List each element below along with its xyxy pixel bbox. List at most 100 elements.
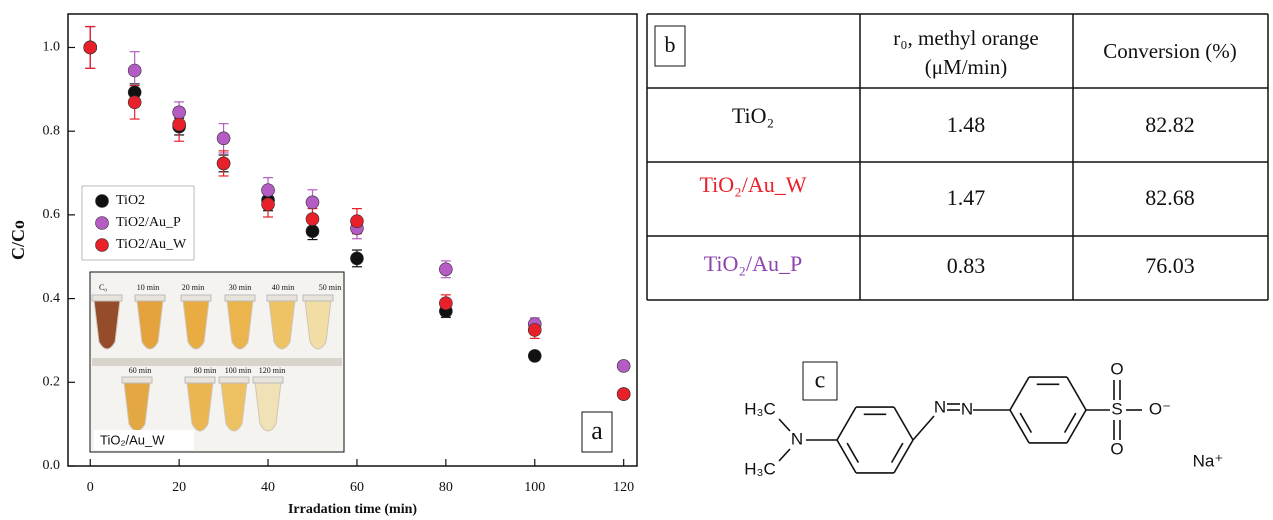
atom: Na⁺ [1193, 451, 1224, 470]
atom: H₃C [744, 459, 775, 478]
y-tick-label: 0.2 [43, 375, 61, 390]
photo-label: C₀ [99, 283, 107, 292]
point [528, 323, 541, 336]
row-name: TiO₂/Au_P [704, 251, 803, 276]
point [617, 388, 630, 401]
body: {"chart_data": [ {"type": "scatter", "xl… [0, 0, 1273, 520]
point [217, 132, 230, 145]
y-axis-label: C/Co [8, 220, 28, 260]
point [217, 157, 230, 170]
photo-label: 100 min [225, 366, 251, 375]
point [439, 297, 452, 310]
atom: N [934, 397, 946, 416]
x-tick-label: 100 [524, 480, 545, 495]
point [173, 106, 186, 119]
tube-cap [253, 377, 283, 383]
bond [1067, 410, 1086, 443]
point [84, 41, 97, 54]
x-tick-label: 40 [261, 480, 275, 495]
legend-label: TiO2/Au_W [116, 237, 187, 252]
bond [837, 440, 856, 473]
photo-label: 30 min [229, 283, 251, 292]
rate-cell: 1.47 [947, 185, 986, 210]
panel-label: a [591, 416, 603, 445]
photo-label: 10 min [137, 283, 159, 292]
legend-marker [96, 239, 109, 252]
table-header: r₀, methyl orange [893, 26, 1039, 50]
rate-cell: 1.48 [947, 112, 986, 137]
x-tick-label: 80 [439, 480, 453, 495]
point [128, 96, 141, 109]
point [306, 225, 319, 238]
point [306, 213, 319, 226]
y-tick-label: 0.4 [43, 291, 61, 306]
photo-caption: TiO₂/Au_W [100, 432, 165, 447]
atom: N [791, 429, 803, 448]
point [439, 263, 452, 276]
point [262, 184, 275, 197]
photo-strip [92, 358, 342, 366]
conversion-cell: 82.68 [1145, 185, 1195, 210]
tube-cap [219, 377, 249, 383]
legend-label: TiO2/Au_P [116, 215, 181, 230]
conversion-cell: 76.03 [1145, 253, 1195, 278]
legend-label: TiO2 [116, 193, 145, 208]
bond [779, 419, 790, 431]
atom: O [1110, 439, 1123, 458]
table-label: b [665, 32, 676, 57]
photo-label: 60 min [129, 366, 151, 375]
page: body { margin: 0; background: #fff; } sv… [0, 0, 1273, 520]
x-tick-label: 60 [350, 480, 364, 495]
point [173, 118, 186, 131]
tube-cap [135, 295, 165, 301]
atom: O⁻ [1149, 399, 1171, 418]
tube-cap [225, 295, 255, 301]
table-header: (μM/min) [925, 55, 1007, 79]
point [128, 64, 141, 77]
point [306, 196, 319, 209]
bond [1010, 377, 1029, 410]
row-name: TiO₂/Au_W [699, 172, 806, 197]
tube-cap [185, 377, 215, 383]
point [350, 215, 363, 228]
atom: H₃C [744, 399, 775, 418]
bond [1067, 377, 1086, 410]
atom: S [1111, 399, 1122, 418]
atom: N [961, 399, 973, 418]
x-tick-label: 20 [172, 480, 186, 495]
photo-label: 80 min [194, 366, 216, 375]
tube-cap [267, 295, 297, 301]
legend-marker [96, 195, 109, 208]
photo-label: 120 min [259, 366, 285, 375]
legend-marker [96, 217, 109, 230]
rate-cell: 0.83 [947, 253, 986, 278]
tube-cap [181, 295, 211, 301]
y-tick-label: 0.8 [43, 123, 61, 138]
photo-label: 20 min [182, 283, 204, 292]
tube-cap [122, 377, 152, 383]
bond [1010, 410, 1029, 443]
photo-label: 40 min [272, 283, 294, 292]
point [528, 349, 541, 362]
y-tick-label: 1.0 [43, 40, 61, 55]
figure: 0.00.20.40.60.81.0020406080100120Irradat… [0, 0, 1273, 520]
point [262, 198, 275, 211]
photo-label: 50 min [319, 283, 341, 292]
row-name: TiO₂ [732, 103, 774, 128]
tube-cap [92, 295, 122, 301]
conversion-cell: 82.82 [1145, 112, 1195, 137]
table-header: Conversion (%) [1103, 39, 1237, 63]
bond [779, 449, 790, 461]
tube-cap [303, 295, 333, 301]
bond [894, 407, 913, 440]
bond [837, 407, 856, 440]
atom: O [1110, 359, 1123, 378]
bond [913, 416, 934, 440]
x-tick-label: 0 [87, 480, 94, 495]
x-axis-label: Irradation time (min) [288, 502, 417, 517]
structure-label: c [815, 368, 826, 394]
y-tick-label: 0.0 [43, 458, 61, 473]
point [350, 252, 363, 265]
bond [894, 440, 913, 473]
point [617, 359, 630, 372]
